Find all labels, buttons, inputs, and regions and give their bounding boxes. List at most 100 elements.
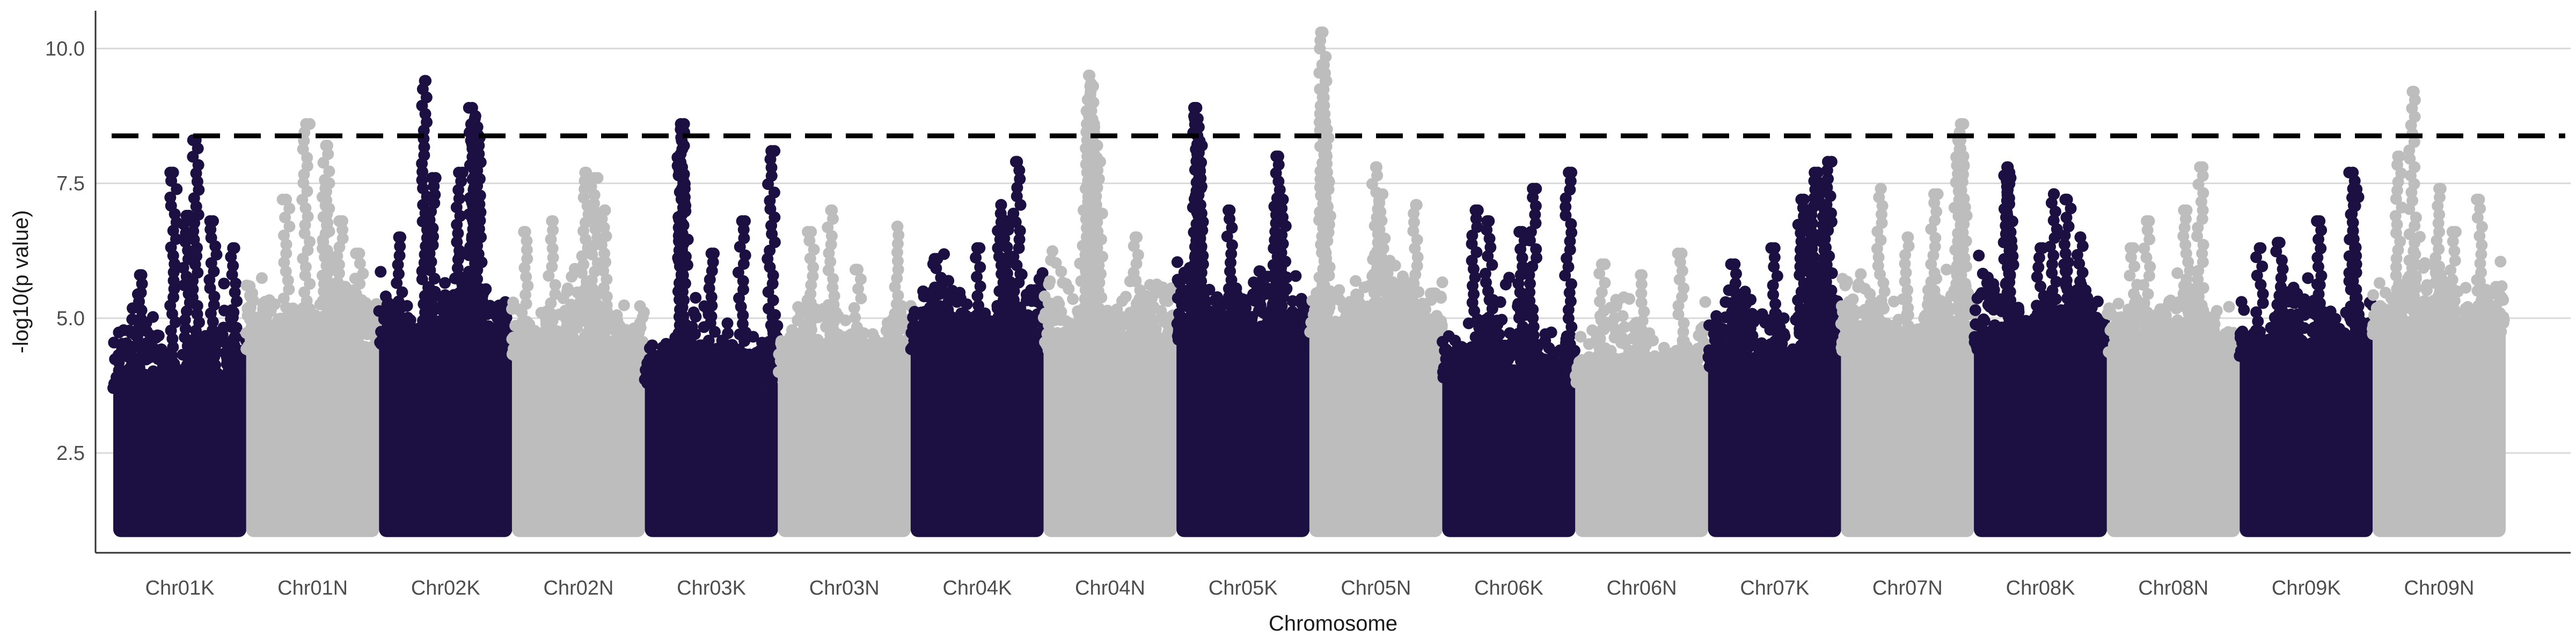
data-point — [427, 239, 439, 251]
peak-point — [207, 215, 219, 227]
data-point — [613, 320, 626, 332]
peak-point — [1000, 215, 1013, 227]
data-point — [470, 281, 482, 294]
peak-point — [1077, 204, 1089, 216]
data-point — [391, 277, 403, 289]
data-point — [1073, 343, 1085, 355]
data-point — [120, 381, 132, 393]
data-point — [426, 314, 438, 327]
data-point — [1334, 294, 1346, 306]
data-point — [469, 265, 481, 277]
data-point — [692, 354, 704, 367]
data-point — [231, 295, 243, 308]
data-point — [439, 277, 451, 289]
data-point — [1171, 256, 1183, 268]
data-point — [429, 289, 442, 302]
peak-point — [736, 215, 748, 227]
peak-point — [1316, 26, 1329, 39]
data-point — [1376, 326, 1388, 339]
peak-point — [1191, 112, 1204, 125]
peak-point — [393, 231, 405, 244]
data-point — [334, 344, 347, 356]
data-point — [283, 202, 296, 215]
data-point — [643, 375, 655, 387]
data-point — [179, 323, 192, 335]
peak-point — [1190, 101, 1203, 114]
data-point — [980, 342, 993, 354]
data-point — [255, 272, 268, 284]
data-point — [943, 290, 955, 303]
series-Chr02N — [506, 166, 650, 537]
series-Chr01K — [107, 134, 252, 537]
data-point — [1111, 303, 1123, 316]
peak-point — [300, 118, 312, 130]
peak-point — [1370, 161, 1382, 173]
data-point — [224, 357, 236, 369]
data-point — [280, 238, 292, 251]
data-point — [392, 313, 405, 326]
data-point — [416, 273, 428, 286]
data-point — [1158, 311, 1170, 324]
data-point — [1401, 328, 1414, 340]
peak-point — [519, 226, 531, 238]
peak-point — [1082, 69, 1095, 82]
data-point — [398, 336, 410, 348]
peak-point — [1093, 156, 1106, 168]
data-point — [621, 345, 634, 357]
data-point — [1177, 327, 1189, 340]
data-point — [164, 191, 177, 203]
data-point — [153, 350, 166, 362]
data-point — [1020, 294, 1033, 306]
peak-point — [466, 101, 478, 114]
data-point — [346, 339, 358, 352]
data-point — [786, 342, 799, 355]
data-point — [179, 331, 191, 343]
data-points — [107, 26, 2510, 537]
peak-point — [470, 123, 482, 136]
data-point — [962, 333, 974, 346]
data-point — [317, 328, 330, 340]
peak-point — [1277, 193, 1289, 206]
peak-point — [353, 247, 365, 260]
data-point — [1115, 338, 1128, 350]
data-point — [108, 336, 120, 349]
peak-point — [453, 166, 465, 179]
data-point — [1099, 338, 1111, 350]
peak-point — [1131, 231, 1143, 244]
data-point — [140, 337, 152, 349]
data-point — [177, 348, 189, 361]
data-point — [130, 366, 142, 378]
data-point — [207, 324, 219, 336]
data-point — [283, 220, 296, 232]
data-point — [1435, 291, 1447, 304]
data-point — [1161, 295, 1174, 308]
data-point — [1389, 259, 1401, 272]
data-point — [150, 332, 162, 344]
data-point — [721, 317, 734, 330]
peak-point — [420, 75, 432, 87]
data-point — [409, 332, 422, 344]
series-Chr05N — [1304, 26, 1448, 537]
data-point — [283, 283, 295, 296]
peak-point — [805, 226, 817, 238]
data-point — [392, 295, 405, 308]
data-point — [244, 326, 257, 339]
data-point — [378, 313, 390, 325]
data-point — [914, 321, 926, 334]
data-point — [136, 348, 149, 361]
data-point — [791, 358, 803, 371]
data-point — [690, 291, 702, 304]
data-point — [949, 326, 961, 338]
data-point — [277, 328, 289, 340]
data-point — [230, 277, 242, 290]
data-point — [278, 229, 290, 241]
peak-point — [852, 264, 864, 276]
peak-point — [599, 204, 611, 216]
data-point — [1176, 299, 1188, 311]
data-point — [219, 335, 232, 348]
data-point — [507, 348, 519, 361]
data-point — [1240, 317, 1253, 330]
data-point — [784, 331, 796, 343]
dense-points-block — [1309, 328, 1443, 537]
